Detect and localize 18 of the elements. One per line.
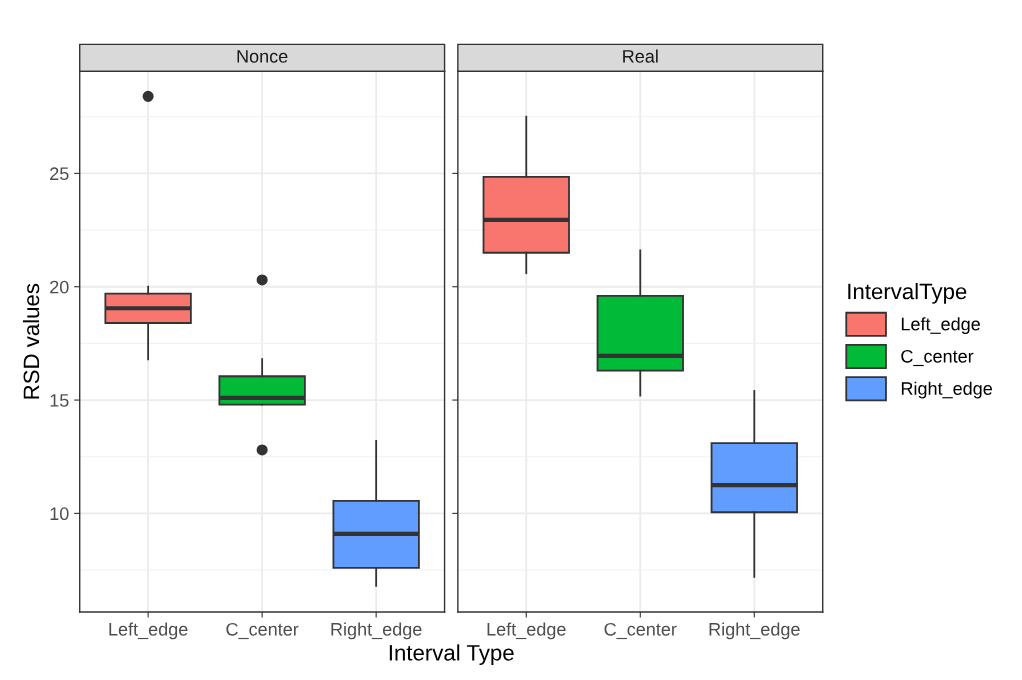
chart-title: Real [623, 49, 658, 63]
x-tick-label: Right_edge [709, 622, 800, 640]
legend-title: IntervalType [848, 283, 967, 304]
legend-label: Right_edge [901, 381, 992, 399]
chart-title: Nonce [237, 50, 288, 63]
y-tick-label: 25 [50, 167, 69, 181]
y-axis-title: RSD values [22, 283, 40, 399]
legend-label: C_center [901, 349, 974, 367]
y-tick-label: 15 [50, 394, 69, 407]
x-axis-title: Interval Type [389, 644, 514, 666]
x-tick-label: Left_edge [109, 622, 188, 640]
legend-label: Left_edge [901, 317, 980, 334]
x-tick-label: Right_edge [331, 622, 422, 640]
x-tick-label: C_center [604, 622, 677, 640]
y-tick-label: 10 [50, 507, 69, 521]
x-tick-label: Left_edge [487, 622, 566, 640]
x-tick-label: C_center [226, 622, 299, 640]
y-tick-label: 20 [50, 280, 69, 294]
